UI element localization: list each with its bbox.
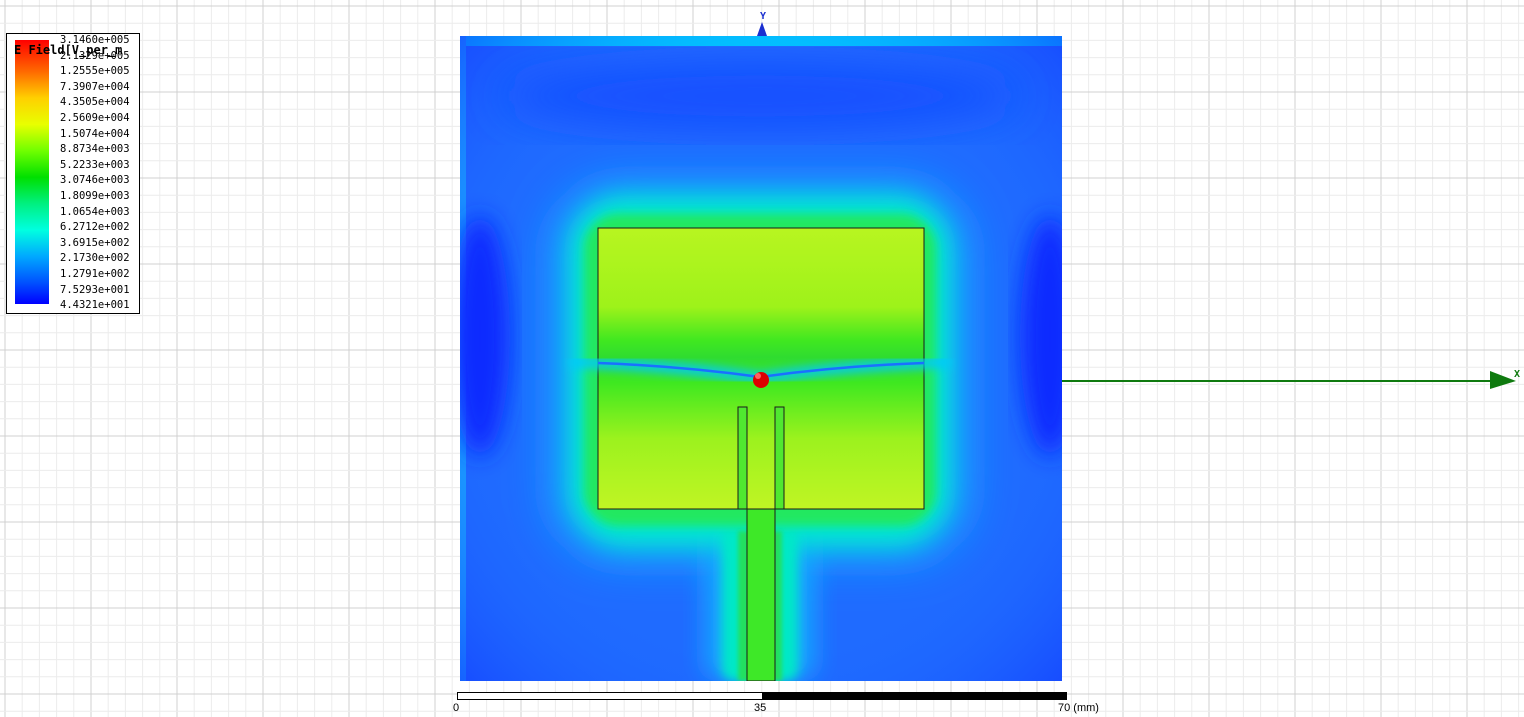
y-axis-arrow <box>757 22 767 36</box>
legend-value-label: 2.5609e+004 <box>60 112 130 124</box>
legend-value-label: 8.8734e+003 <box>60 143 130 156</box>
legend-title: E Field[V_per_m <box>14 43 123 57</box>
legend-value-label: 1.8099e+003 <box>60 190 130 202</box>
legend-color-bar <box>15 40 49 304</box>
legend-value-label: 4.3505e+004 <box>60 96 130 109</box>
color-legend[interactable]: E Field[V_per_m 3.1460e+005 2.1329e+005 1.… <box>6 33 140 314</box>
legend-value-label: 1.2791e+002 <box>60 268 130 280</box>
scale-bar-filled-segment <box>762 693 1067 699</box>
scale-label-start: 0 <box>453 702 460 714</box>
e-field-plot[interactable] <box>460 36 1062 681</box>
dark-zone-top <box>500 61 1020 131</box>
dark-zone-right <box>1020 216 1062 456</box>
legend-value-label: 5.2233e+003 <box>60 158 130 171</box>
legend-value-label: 6.2712e+002 <box>60 221 130 234</box>
legend-value-label: 4.4321e+001 <box>60 299 130 312</box>
legend-value-label: 3.6915e+002 <box>60 236 130 249</box>
legend-value-label: 1.2555e+005 <box>60 65 130 78</box>
legend-value-label: 2.1329e+005 <box>60 49 130 62</box>
legend-value-label: 2.1730e+002 <box>60 252 130 265</box>
scale-label-mid: 35 <box>754 702 767 714</box>
feed-point-highlight <box>755 373 761 379</box>
legend-value-label: 3.1460e+005 <box>60 34 130 46</box>
legend-value-label: 3.0746e+003 <box>60 174 130 187</box>
feed-line[interactable] <box>746 508 776 681</box>
legend-value-label: 7.5293e+001 <box>60 283 130 296</box>
y-axis-label: Y <box>760 11 767 22</box>
feed-slot-left <box>737 406 748 510</box>
legend-value-label: 7.3907e+004 <box>60 80 130 93</box>
scale-bar <box>457 692 1067 700</box>
x-axis-label: X <box>1514 369 1521 380</box>
legend-value-label: 1.5074e+004 <box>60 127 130 140</box>
scale-label-end: 70 (mm) <box>1058 702 1099 714</box>
x-axis-arrow <box>1490 371 1516 389</box>
dark-zone-left <box>460 216 510 456</box>
legend-value-label: 1.0654e+003 <box>60 205 130 218</box>
feed-slot-right <box>774 406 785 510</box>
